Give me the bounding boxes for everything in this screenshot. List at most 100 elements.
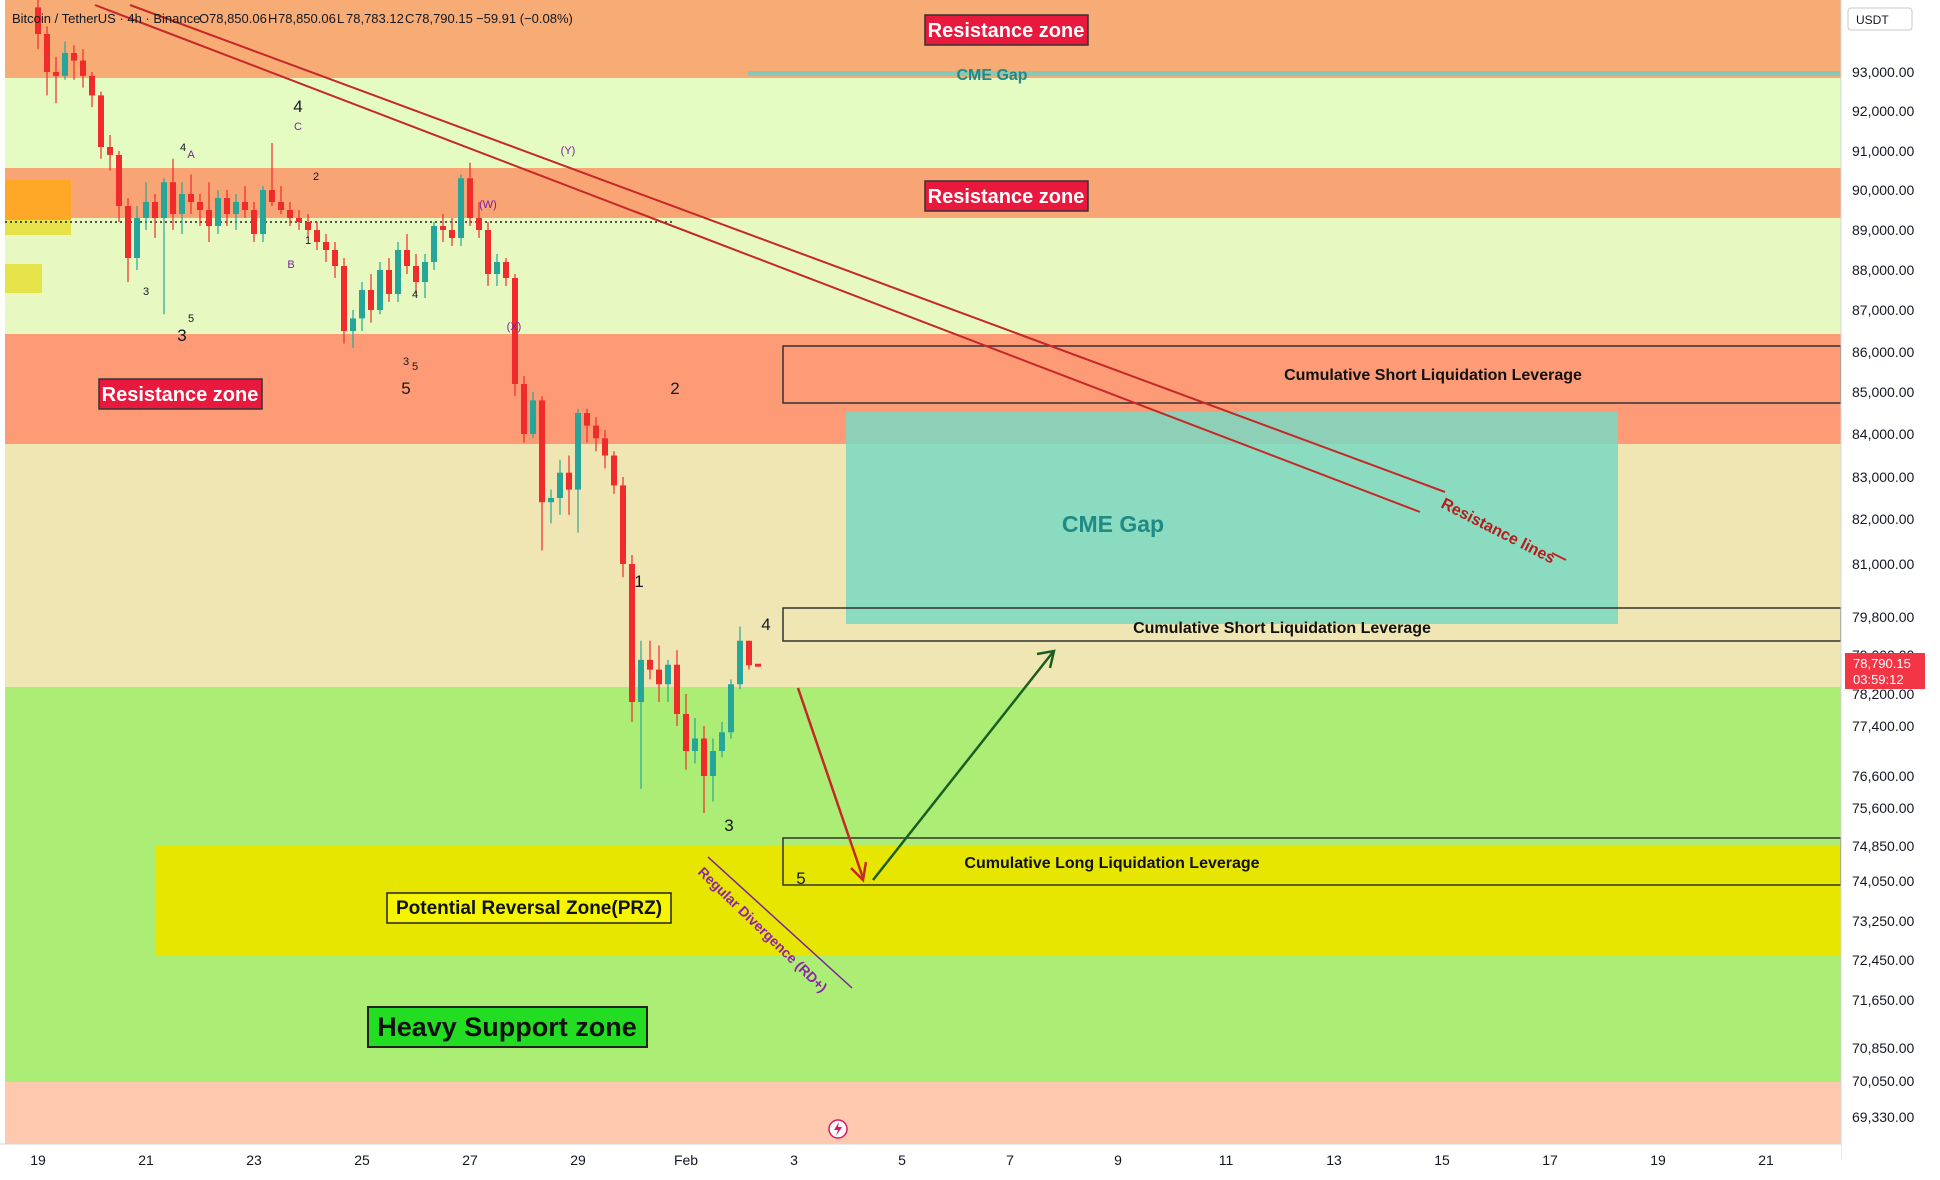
candle-body bbox=[71, 53, 77, 61]
candle bbox=[404, 234, 410, 274]
candle bbox=[98, 91, 104, 159]
short-liq-label-lower: Cumulative Short Liquidation Leverage bbox=[1133, 620, 1431, 637]
candle bbox=[485, 222, 491, 286]
resistance-zone-label-1: Resistance zone bbox=[928, 20, 1085, 42]
candle-body bbox=[494, 262, 500, 274]
candle-body bbox=[350, 318, 356, 331]
left-orange-marker bbox=[5, 180, 71, 220]
prz-label-bg bbox=[386, 892, 672, 924]
candle bbox=[728, 679, 734, 739]
wave-label: 3 bbox=[724, 816, 733, 835]
currency-button[interactable]: USDT bbox=[1856, 13, 1889, 27]
candle-body bbox=[377, 270, 383, 310]
y-tick-label: 70,850.00 bbox=[1852, 1040, 1914, 1056]
candle bbox=[62, 41, 68, 80]
candle bbox=[341, 258, 347, 344]
candle bbox=[53, 56, 59, 104]
candle bbox=[710, 738, 716, 802]
y-tick-label: 89,000.00 bbox=[1852, 222, 1914, 238]
candle-body bbox=[125, 206, 131, 258]
candle-body bbox=[692, 738, 698, 751]
candle-body bbox=[395, 250, 401, 294]
candle-body bbox=[611, 455, 617, 486]
candle-body bbox=[35, 7, 41, 35]
candle-body bbox=[278, 202, 284, 210]
ohlc-open-value: 78,850.06 bbox=[209, 11, 267, 26]
candle-body bbox=[179, 194, 185, 214]
heavy-support-label: Heavy Support zone bbox=[377, 1012, 637, 1042]
candle-body bbox=[467, 178, 473, 218]
candle bbox=[575, 408, 581, 533]
y-tick-label: 82,000.00 bbox=[1852, 511, 1914, 527]
candle bbox=[242, 186, 248, 218]
candle bbox=[512, 274, 518, 397]
candle bbox=[647, 640, 653, 680]
candle-body bbox=[593, 425, 599, 439]
candle bbox=[620, 477, 626, 578]
candle bbox=[80, 49, 86, 88]
wave-label: 4 bbox=[293, 97, 302, 116]
heavy-support-label-bg bbox=[367, 1006, 648, 1048]
candle bbox=[215, 190, 221, 234]
candle-body bbox=[359, 290, 365, 319]
resistance-zone-label-3: Resistance zone bbox=[102, 384, 259, 406]
candle-body bbox=[386, 270, 392, 294]
y-tick-label: 70,050.00 bbox=[1852, 1073, 1914, 1089]
cme-gap-upper-label: CME Gap bbox=[956, 67, 1027, 84]
x-tick-label: 21 bbox=[138, 1152, 154, 1168]
x-tick-label: 9 bbox=[1114, 1152, 1122, 1168]
green-up-arrow-head bbox=[1036, 649, 1056, 669]
resistance-line-lower bbox=[94, 4, 1421, 513]
candle-body bbox=[701, 738, 707, 776]
candle bbox=[746, 640, 752, 670]
candle bbox=[530, 392, 536, 439]
candle bbox=[71, 45, 77, 80]
candle bbox=[152, 194, 158, 238]
candle-body bbox=[98, 95, 104, 147]
candle-body bbox=[89, 75, 95, 96]
candle bbox=[476, 202, 482, 238]
time-axis[interactable]: 19 21 23 25 27 29 Feb 3 5 7 9 11 13 15 17 19 21 bbox=[0, 1119, 1841, 1180]
candle bbox=[395, 242, 401, 302]
price-badge-countdown: 03:59:12 bbox=[1853, 672, 1904, 687]
top-resistance-zone-band bbox=[5, 0, 1841, 78]
y-tick-label: 79,800.00 bbox=[1852, 609, 1914, 625]
resistance-zone-label-2-bg bbox=[924, 180, 1089, 212]
candle-body bbox=[575, 413, 581, 490]
x-ticks: 19 21 23 25 27 29 Feb 3 5 7 9 11 13 15 17 19 21 bbox=[30, 1152, 1774, 1168]
candle-body bbox=[584, 413, 590, 426]
price-axis[interactable]: USDT 69,330.00 70,050.00 70,850.00 71,650.0… bbox=[1840, 0, 1940, 1180]
candle bbox=[251, 202, 257, 242]
y-tick-label: 69,330.00 bbox=[1852, 1109, 1914, 1125]
wave-label: 1 bbox=[634, 572, 643, 591]
resistance-zone-label-2: Resistance zone bbox=[928, 186, 1085, 208]
candle-body bbox=[215, 198, 221, 226]
chart-header: Bitcoin / TetherUS · 4h · Binance O 78,8… bbox=[12, 11, 573, 26]
resistance-zone-label-3-bg bbox=[98, 378, 263, 410]
candle bbox=[107, 135, 113, 171]
left-yellow-marker-2 bbox=[5, 264, 42, 293]
cme-gap-upper-line bbox=[748, 71, 1840, 76]
candle bbox=[557, 459, 563, 515]
light-green-band-1 bbox=[5, 78, 1841, 168]
wave-label: 4 bbox=[412, 289, 418, 301]
y-tick-label: 74,050.00 bbox=[1852, 873, 1914, 889]
candle bbox=[413, 254, 419, 294]
long-liq-label: Cumulative Long Liquidation Leverage bbox=[964, 855, 1259, 872]
candle-body bbox=[485, 230, 491, 274]
wave-label: 3 bbox=[177, 326, 186, 345]
candle bbox=[386, 258, 392, 302]
wave-label: (W) bbox=[479, 199, 497, 211]
y-tick-label: 86,000.00 bbox=[1852, 344, 1914, 360]
wave-label: 3 bbox=[143, 286, 149, 298]
candle bbox=[431, 222, 437, 270]
y-tick-label: 74,850.00 bbox=[1852, 838, 1914, 854]
symbol-label: Bitcoin / TetherUS · 4h · Binance bbox=[12, 11, 200, 26]
ohlc-high-label: H bbox=[268, 11, 277, 26]
candle bbox=[314, 222, 320, 250]
x-tick-label: 5 bbox=[898, 1152, 906, 1168]
candle bbox=[224, 190, 230, 226]
currency-button-bg[interactable] bbox=[1847, 7, 1913, 31]
candle bbox=[674, 650, 680, 726]
